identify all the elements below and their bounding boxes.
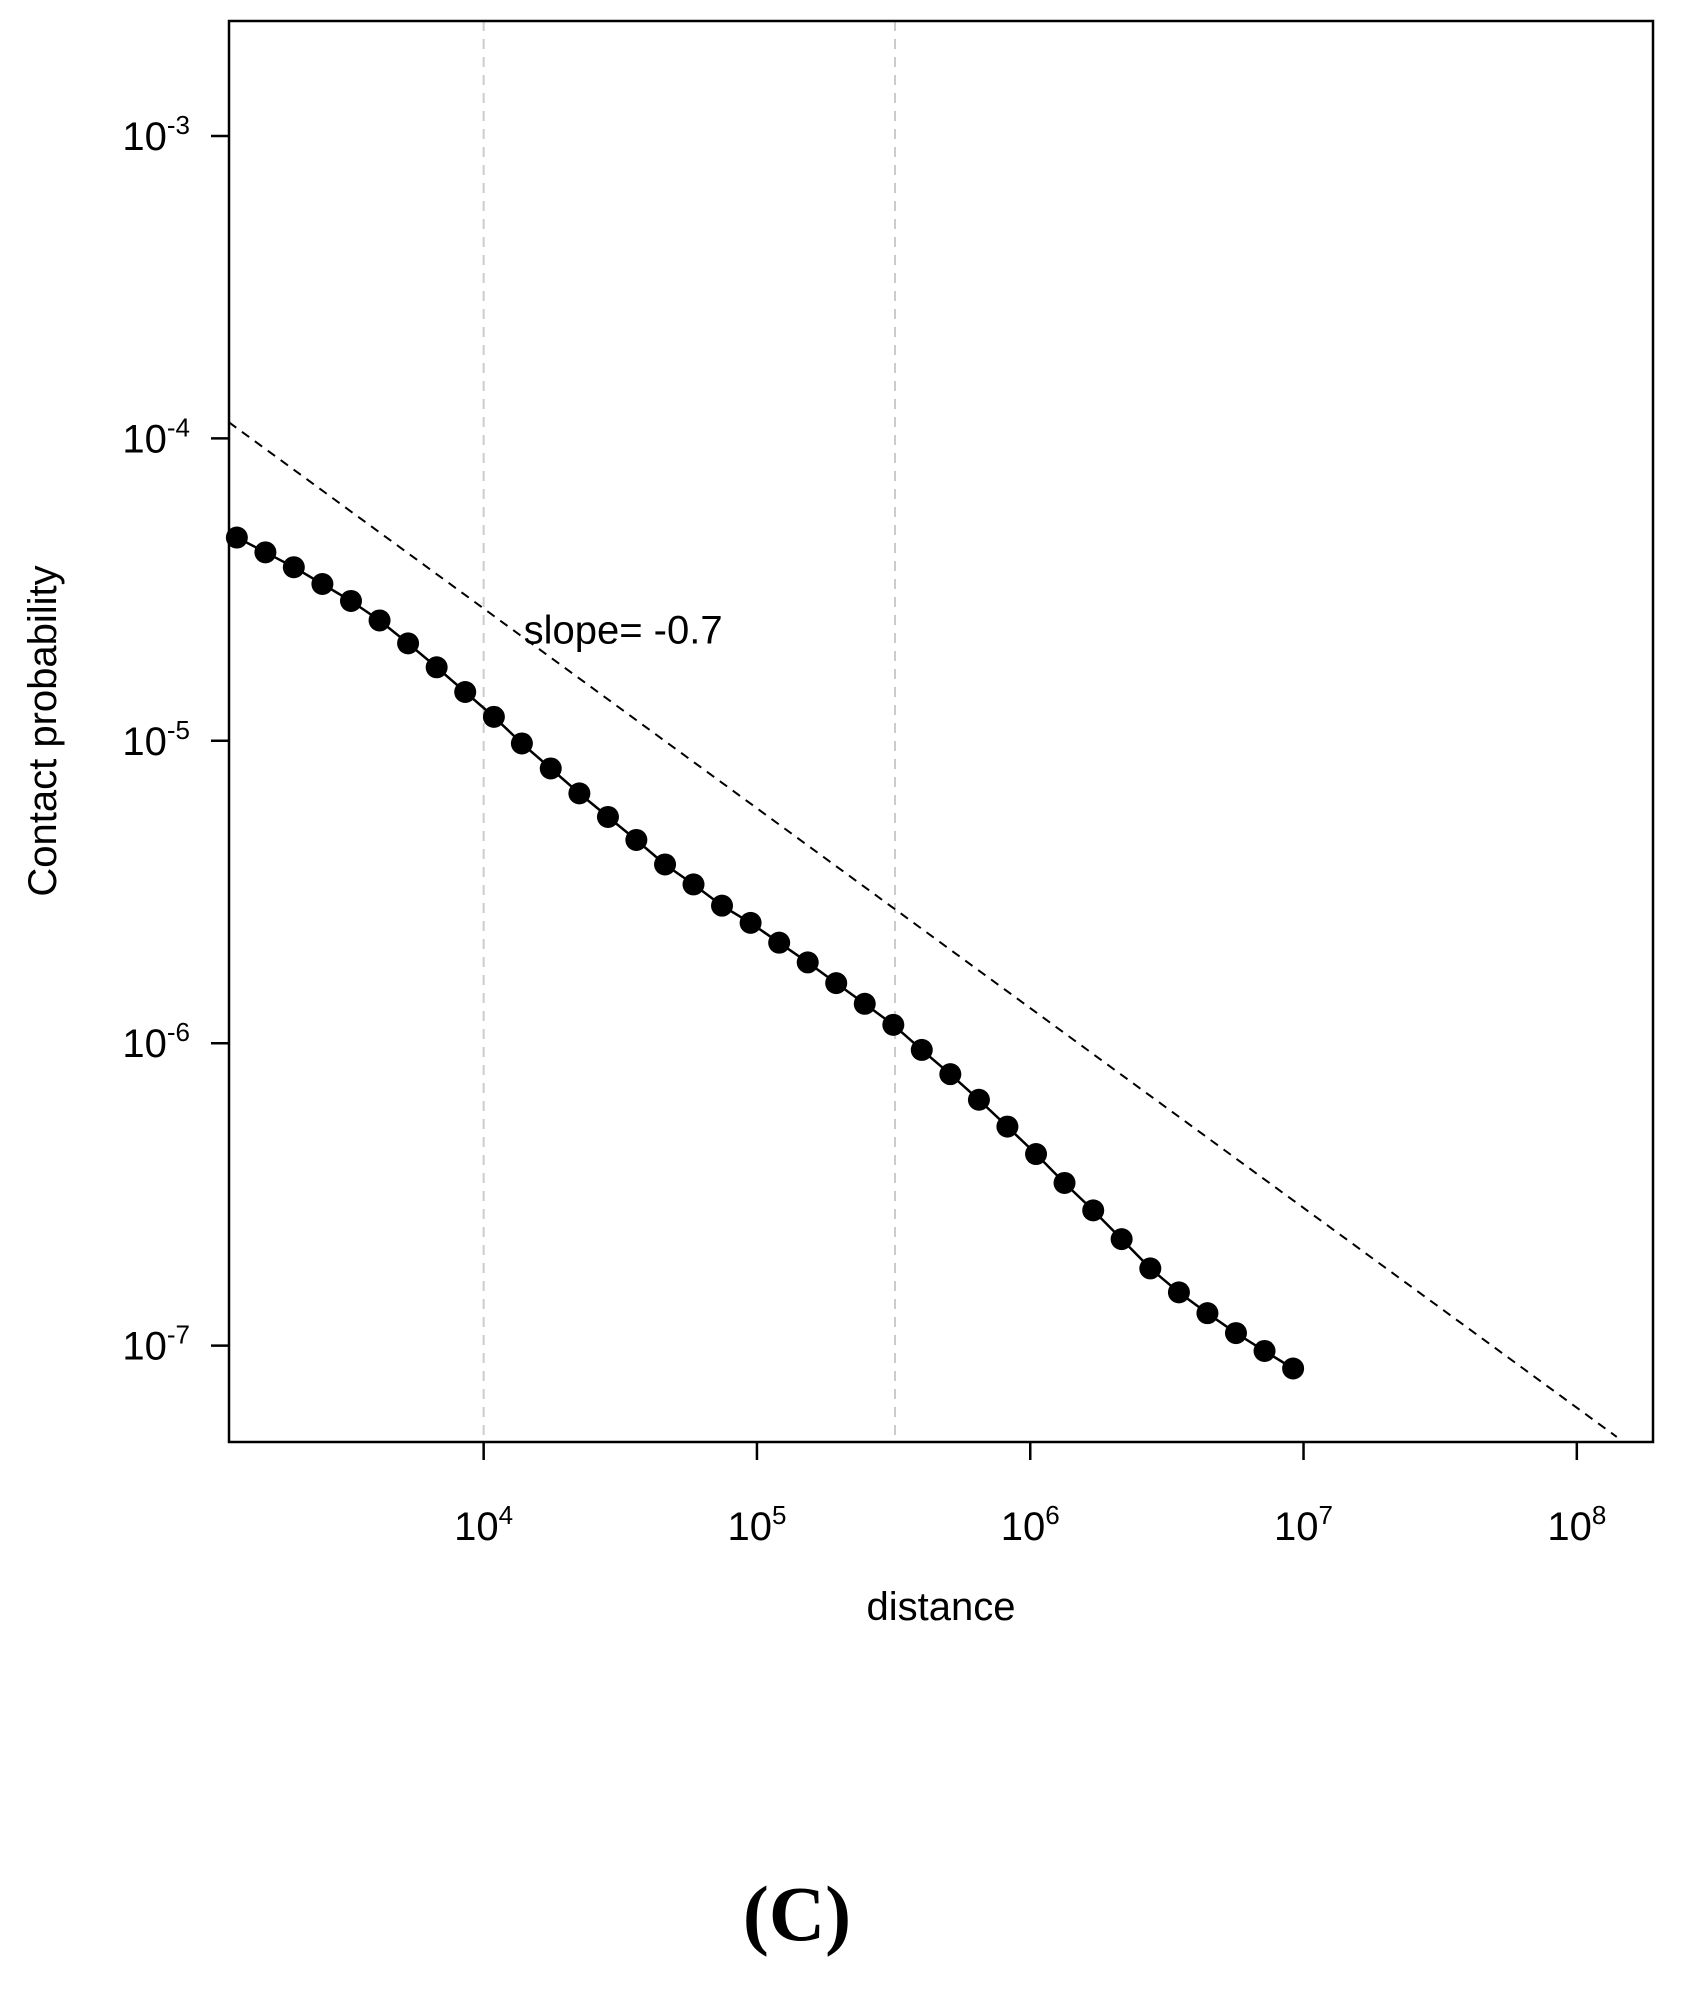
data-point xyxy=(654,853,677,876)
data-point xyxy=(967,1088,990,1111)
data-point xyxy=(282,556,305,579)
x-tick-label: 106 xyxy=(1001,1500,1060,1549)
data-point xyxy=(454,680,477,703)
y-axis-title: Contact probability xyxy=(21,565,65,896)
x-tick-label: 104 xyxy=(454,1500,513,1549)
y-tick-label: 10-7 xyxy=(122,1320,190,1369)
data-point xyxy=(739,911,762,934)
data-point xyxy=(568,782,591,805)
y-axis: 10-3 10-4 10-5 10-6 10-7 xyxy=(122,110,229,1369)
data-point xyxy=(882,1013,905,1036)
x-tick-label: 107 xyxy=(1274,1500,1333,1549)
y-tick-label: 10-3 xyxy=(122,110,190,159)
data-point xyxy=(425,656,448,679)
data-point xyxy=(825,972,848,995)
y-tick-label: 10-6 xyxy=(122,1017,190,1066)
data-point xyxy=(311,572,334,595)
data-point xyxy=(1082,1199,1105,1222)
x-axis-title: distance xyxy=(867,1585,1016,1629)
data-point xyxy=(596,805,619,828)
data-point xyxy=(853,992,876,1015)
data-point xyxy=(1139,1257,1162,1280)
reference-line-layer xyxy=(228,421,1618,1438)
data-point xyxy=(225,526,248,549)
data-point xyxy=(796,951,819,974)
series-layer xyxy=(225,526,1305,1380)
series-line xyxy=(236,536,1294,1370)
x-axis: 104 105 106 107 108 xyxy=(454,1442,1606,1549)
data-point xyxy=(539,757,562,780)
data-point xyxy=(711,894,734,917)
data-point xyxy=(510,732,533,755)
data-point xyxy=(768,931,791,954)
panel-label: (C) xyxy=(743,1870,851,1957)
data-point xyxy=(368,609,391,632)
data-point xyxy=(1253,1339,1276,1362)
data-point xyxy=(1196,1302,1219,1325)
y-tick-label: 10-4 xyxy=(122,412,190,461)
data-point xyxy=(996,1115,1019,1138)
data-point xyxy=(482,705,505,728)
data-point xyxy=(1110,1228,1133,1251)
data-point xyxy=(1167,1281,1190,1304)
y-tick-label: 10-5 xyxy=(122,715,190,764)
slope-reference-line xyxy=(228,421,1618,1438)
vertical-reference-lines xyxy=(482,21,896,1442)
data-point xyxy=(1282,1357,1305,1380)
data-point xyxy=(397,632,420,655)
data-point xyxy=(939,1063,962,1086)
plot-frame xyxy=(227,19,1655,1444)
data-point xyxy=(339,589,362,612)
data-point xyxy=(254,541,277,564)
slope-annotation: slope= -0.7 xyxy=(524,608,723,652)
data-point xyxy=(1025,1143,1048,1166)
data-point xyxy=(1224,1322,1247,1345)
data-point xyxy=(625,828,648,851)
x-tick-label: 108 xyxy=(1547,1500,1606,1549)
data-point xyxy=(1053,1171,1076,1194)
data-point xyxy=(910,1038,933,1061)
data-point xyxy=(682,873,705,896)
x-tick-label: 105 xyxy=(727,1500,786,1549)
